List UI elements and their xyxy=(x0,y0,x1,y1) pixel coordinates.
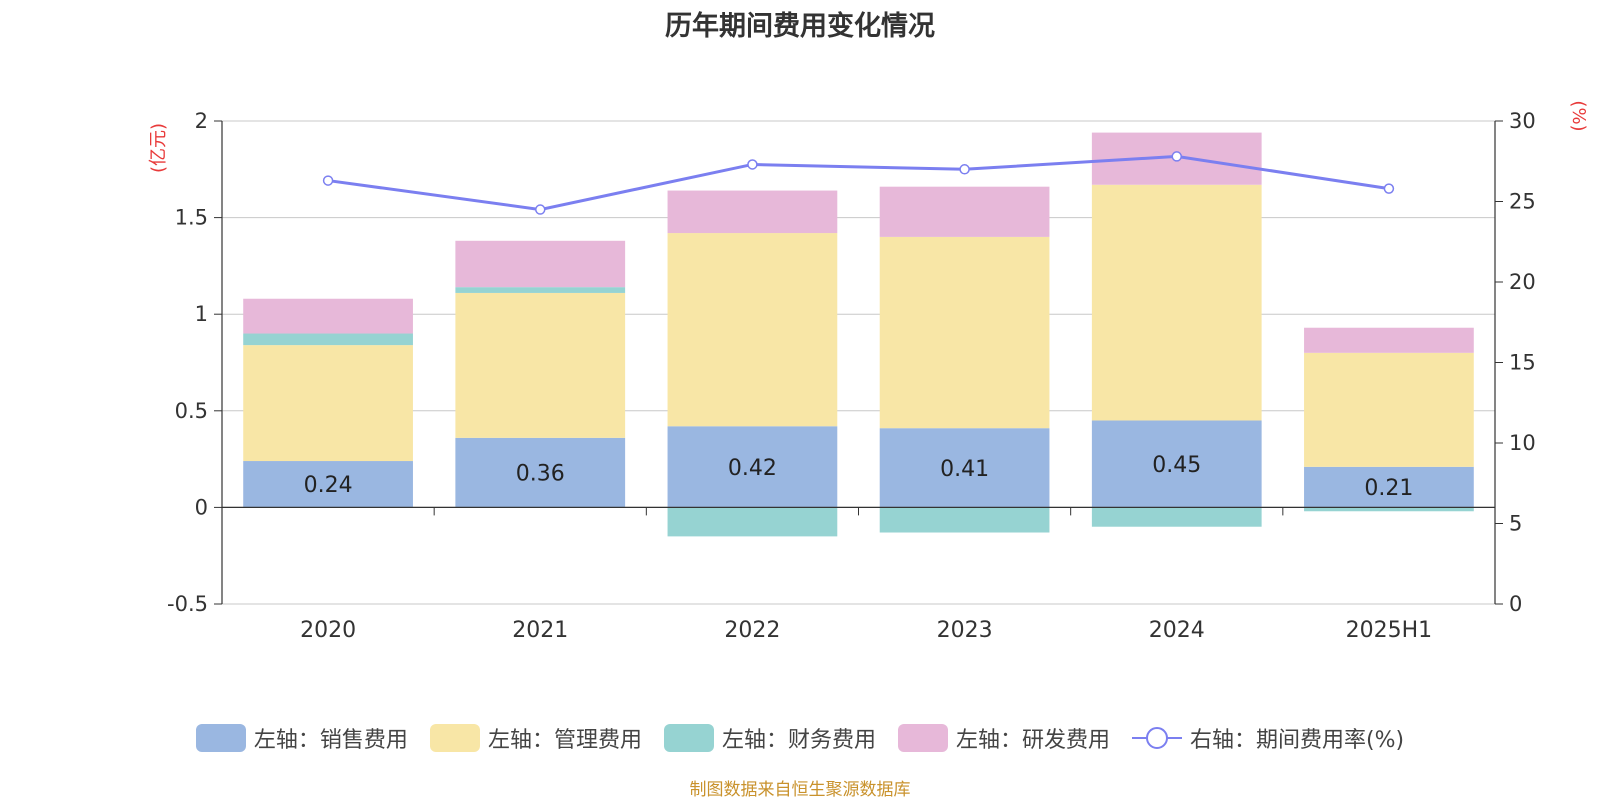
legend-item[interactable]: 左轴：财务费用 xyxy=(663,722,876,754)
legend-item[interactable]: 左轴：管理费用 xyxy=(429,722,642,754)
legend-label: 左轴：研发费用 xyxy=(955,728,1110,753)
bar-segment xyxy=(243,461,413,508)
x-tick-label: 2022 xyxy=(724,618,780,643)
chart-title: 历年期间费用变化情况 xyxy=(665,11,935,42)
legend-item[interactable]: 左轴：研发费用 xyxy=(897,722,1110,754)
bar-data-label: 0.41 xyxy=(940,457,989,482)
legend-swatch xyxy=(1131,724,1182,752)
legend-item[interactable]: 右轴：期间费用率(%) xyxy=(1131,722,1405,754)
y-right-tick-label: 0 xyxy=(1509,592,1522,616)
y-left-axis-label: (亿元) xyxy=(148,123,169,173)
y-right-tick-label: 5 xyxy=(1509,512,1522,536)
y-right-tick-label: 10 xyxy=(1509,431,1536,455)
y-left-tick-label: -0.5 xyxy=(167,592,208,616)
legend-label: 左轴：财务费用 xyxy=(721,728,876,753)
bar-segment xyxy=(667,190,838,234)
bar-data-label: 0.24 xyxy=(304,473,353,498)
bar-data-label: 0.36 xyxy=(516,462,565,487)
legend-swatch xyxy=(663,724,714,752)
chart-legend: 左轴：销售费用 左轴：管理费用 左轴：财务费用 左轴：研发费用 右轴：期间费用率(%) xyxy=(0,720,1600,756)
x-tick-label: 2020 xyxy=(300,618,356,643)
rate-point xyxy=(535,204,546,215)
bar-segment xyxy=(455,240,626,288)
bar-segment xyxy=(1091,184,1262,421)
rate-point xyxy=(1171,151,1182,162)
bar-segment xyxy=(1091,420,1262,508)
y-left-tick-label: 1.5 xyxy=(175,206,208,230)
y-right-tick-label: 25 xyxy=(1509,190,1536,214)
bar-segment xyxy=(1304,507,1474,512)
rate-point xyxy=(747,159,758,170)
legend-swatch xyxy=(897,724,948,752)
x-tick-label: 2025H1 xyxy=(1346,618,1433,643)
bar-segment xyxy=(243,333,413,346)
x-tick-label: 2023 xyxy=(937,618,993,643)
bar-segment xyxy=(455,287,626,293)
bar-segment xyxy=(879,236,1050,429)
bar-segment xyxy=(879,186,1050,237)
bar-segment xyxy=(455,437,626,508)
y-left-tick-label: 2 xyxy=(195,109,208,133)
bar-segment xyxy=(879,428,1050,508)
bar-data-label: 0.45 xyxy=(1152,453,1201,478)
legend-item[interactable]: 左轴：销售费用 xyxy=(195,722,408,754)
rate-point xyxy=(1383,183,1395,194)
bar-segment xyxy=(667,233,838,427)
bar-segment xyxy=(243,298,413,334)
y-right-axis-label: (%) xyxy=(1568,100,1589,131)
bar-segment xyxy=(667,507,838,537)
bar-segment xyxy=(1304,466,1474,508)
bar-data-label: 0.21 xyxy=(1364,476,1413,501)
legend-label: 右轴：期间费用率(%) xyxy=(1189,728,1405,753)
y-right-tick-label: 20 xyxy=(1509,270,1536,294)
bar-segment xyxy=(455,292,626,438)
bar-segment xyxy=(1091,507,1262,527)
y-left-tick-label: 0 xyxy=(195,495,208,519)
legend-label: 左轴：管理费用 xyxy=(487,728,642,753)
legend-label: 左轴：销售费用 xyxy=(253,728,408,753)
bar-segment xyxy=(243,345,413,462)
rate-point xyxy=(959,164,970,175)
x-tick-label: 2021 xyxy=(512,618,568,643)
y-left-tick-label: 0.5 xyxy=(175,399,208,423)
x-tick-label: 2024 xyxy=(1149,618,1205,643)
y-left-tick-label: 1 xyxy=(195,302,208,326)
legend-swatch xyxy=(429,724,480,752)
rate-line xyxy=(327,154,1390,212)
bar-segment xyxy=(1304,352,1474,467)
bar-data-label: 0.42 xyxy=(728,456,777,481)
y-right-tick-label: 30 xyxy=(1509,109,1536,133)
source-note: 制图数据来自恒生聚源数据库 xyxy=(689,780,911,800)
bar-segment xyxy=(667,426,838,508)
y-right-tick-label: 15 xyxy=(1509,351,1536,375)
rate-point xyxy=(322,175,334,186)
bar-segment xyxy=(1304,327,1474,353)
bar-segment xyxy=(879,507,1050,533)
legend-swatch xyxy=(195,724,246,752)
